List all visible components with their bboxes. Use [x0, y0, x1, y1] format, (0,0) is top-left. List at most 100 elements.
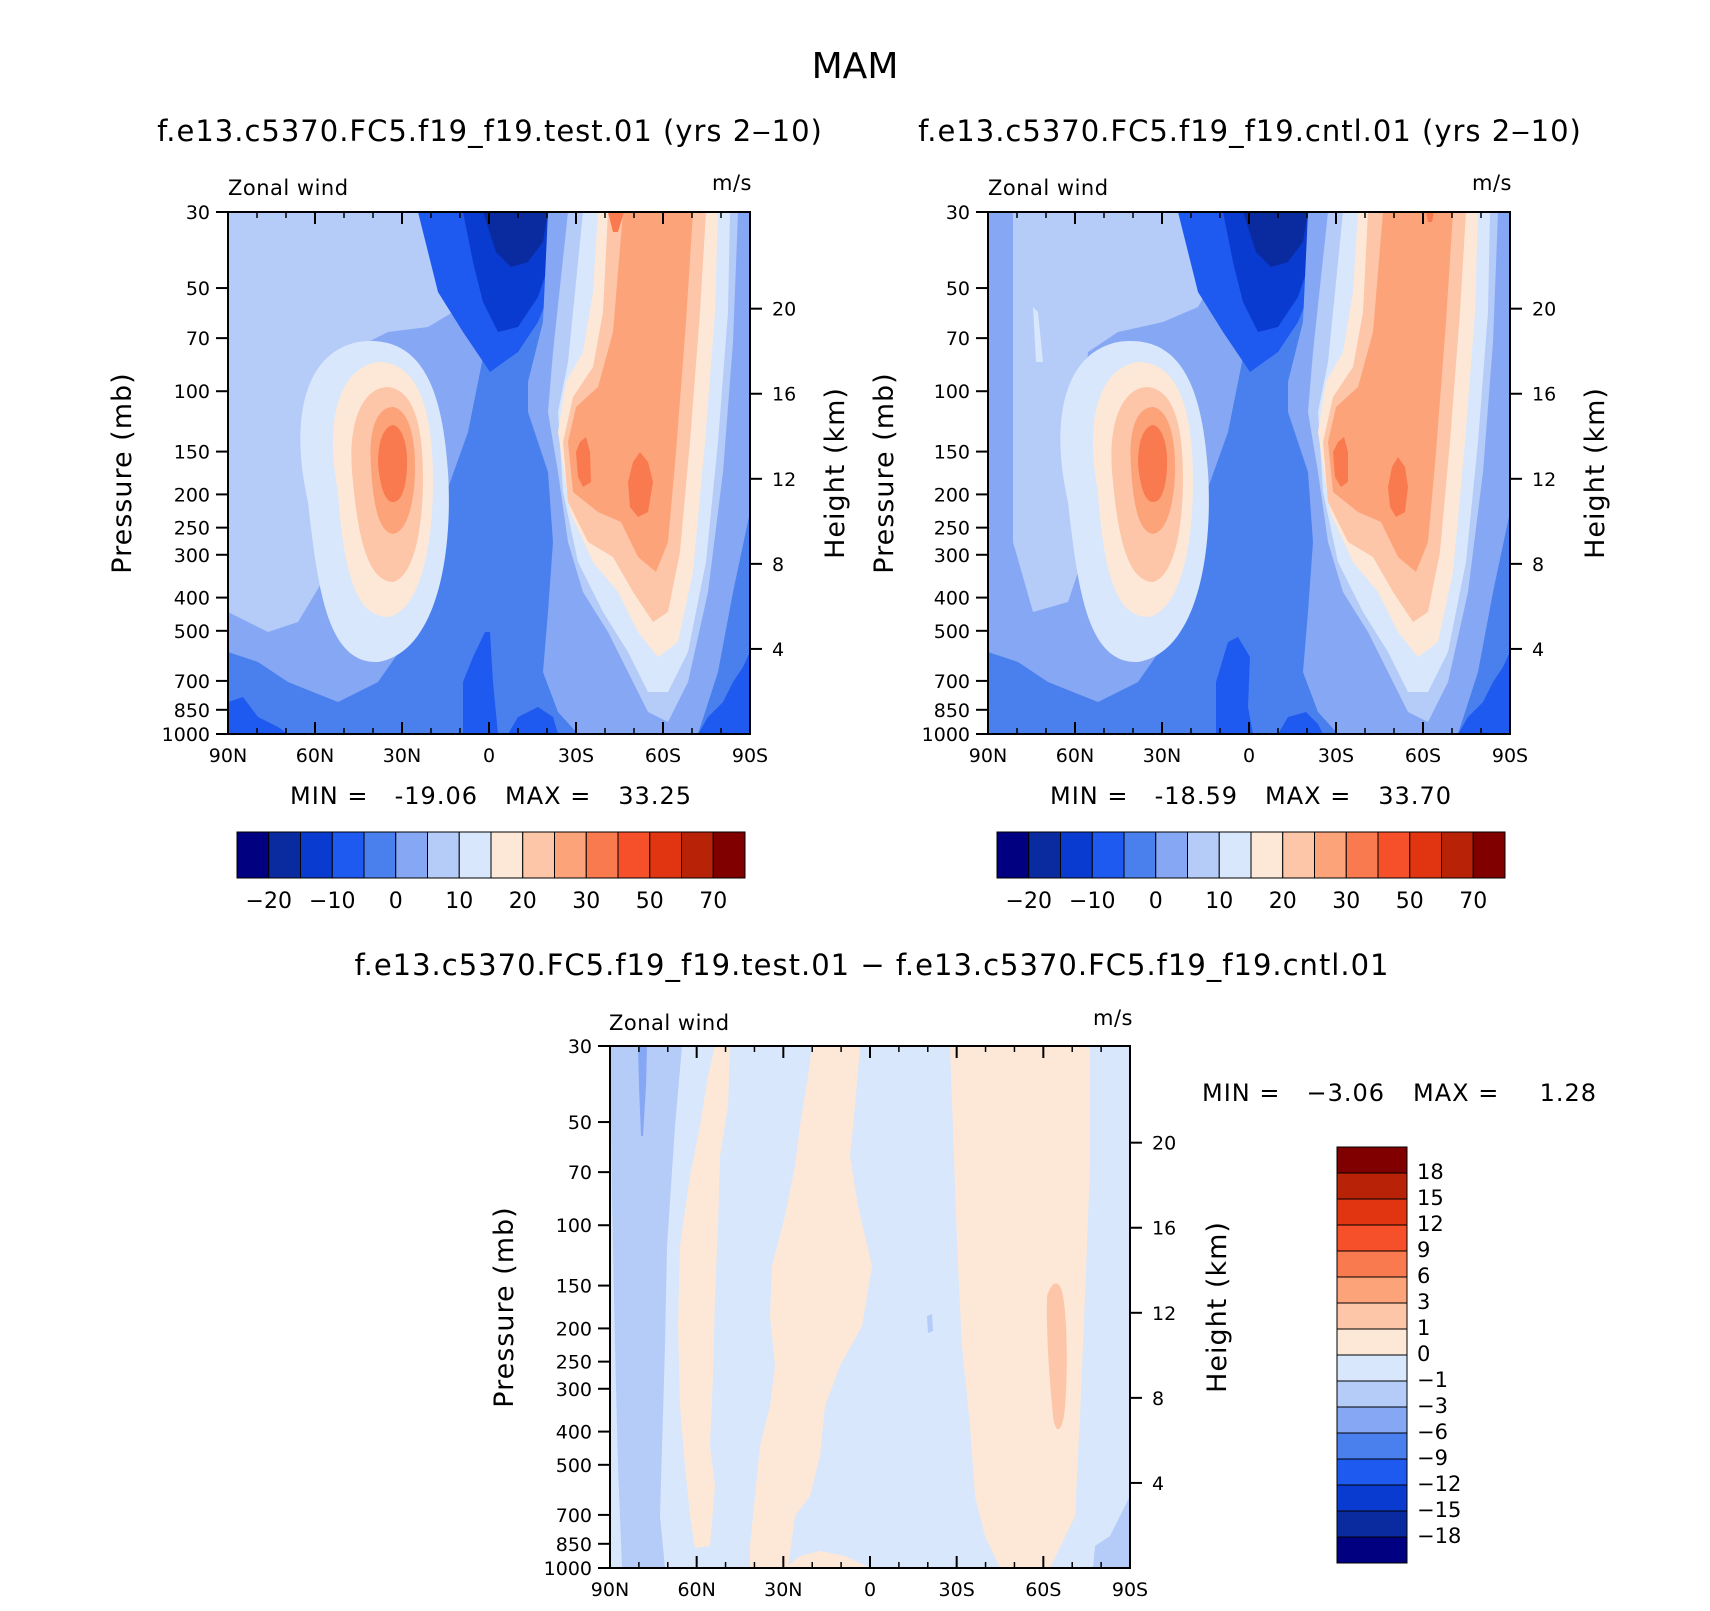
colorbar-label: −20 — [246, 889, 292, 914]
y-tick-label: 70 — [946, 328, 970, 350]
colorbar-box — [268, 831, 301, 879]
contour-region — [1388, 457, 1408, 517]
colorbar-box — [1155, 831, 1188, 879]
axes: 90N 60N 30N 0 30S 60S 90S 30 50 70 100 150 200 250 300… — [544, 1036, 1177, 1601]
contour-region — [1278, 712, 1323, 734]
y-tick-label: 400 — [556, 1422, 592, 1444]
y2-tick-label: 16 — [772, 384, 796, 406]
contour-field — [610, 1046, 1130, 1568]
y-tick-label: 250 — [934, 518, 970, 540]
colorbar-box — [1409, 831, 1442, 879]
panel-cntl: f.e13.c5370.FC5.f19_f19.cntl.01 (yrs 2‒1… — [869, 114, 1611, 914]
y-tick-label: 30 — [186, 202, 210, 224]
colorbar-box — [1345, 831, 1379, 879]
colorbar-box — [1187, 831, 1220, 879]
colorbar-label: 20 — [1269, 889, 1297, 914]
colorbar-box — [617, 831, 651, 879]
min-value: −3.06 — [1306, 1079, 1385, 1107]
colorbar-box — [1091, 831, 1125, 879]
y-tick-label: 500 — [934, 621, 970, 643]
contour-region — [1216, 637, 1253, 734]
y-tick-label: 50 — [186, 278, 210, 300]
colorbar-box — [1336, 1328, 1408, 1356]
colorbar-box — [1336, 1458, 1408, 1486]
min-label: MIN = — [1050, 782, 1128, 810]
contour-region — [678, 1046, 730, 1548]
colorbar-box — [1028, 831, 1061, 879]
x-tick-label: 60S — [1025, 1579, 1061, 1601]
colorbar-label: 30 — [572, 889, 600, 914]
contour-region — [483, 212, 548, 267]
axes: 90N 60N 30N 0 30S 60S 90S 30 50 70 100 150 200 250 300… — [922, 202, 1557, 767]
max-value: 1.28 — [1540, 1079, 1597, 1107]
colorbar-box — [681, 831, 714, 879]
x-tick-label: 60S — [645, 745, 681, 767]
contour-region — [568, 212, 693, 572]
contour-region — [1426, 212, 1434, 222]
colorbar-box — [1314, 831, 1347, 879]
colorbar-label: 50 — [1396, 889, 1424, 914]
colorbar-label: −10 — [1069, 889, 1115, 914]
y2-tick-label: 8 — [1152, 1388, 1164, 1410]
y-tick-label: 700 — [934, 671, 970, 693]
colorbar-box — [1336, 1302, 1408, 1330]
y-tick-label: 1000 — [544, 1558, 592, 1580]
colorbar-label: 0 — [1417, 1342, 1430, 1366]
y-tick-label: 850 — [934, 700, 970, 722]
x-tick-label: 90N — [209, 745, 247, 767]
colorbar-box — [1336, 1484, 1408, 1512]
main-title: MAM — [812, 46, 899, 87]
panel-title: f.e13.c5370.FC5.f19_f19.test.01 − f.e13.… — [355, 948, 1390, 982]
y2-tick-label: 4 — [1532, 639, 1544, 661]
min-label: MIN = — [290, 782, 368, 810]
x-tick-label: 90S — [732, 745, 768, 767]
y-tick-label: 150 — [934, 442, 970, 464]
colorbar-label: −9 — [1417, 1446, 1448, 1470]
panel-difference: f.e13.c5370.FC5.f19_f19.test.01 − f.e13.… — [355, 948, 1597, 1601]
variable-label: Zonal wind — [228, 176, 349, 200]
contour-region — [508, 707, 558, 734]
colorbar-label: 1 — [1417, 1316, 1430, 1340]
panel-title: f.e13.c5370.FC5.f19_f19.test.01 (yrs 2‒1… — [157, 114, 823, 148]
x-tick-label: 60N — [677, 1579, 715, 1601]
y-tick-label: 50 — [946, 278, 970, 300]
colorbar-box — [996, 831, 1030, 879]
contour-region — [1033, 307, 1043, 362]
y-tick-label: 850 — [174, 700, 210, 722]
y-tick-label: 30 — [568, 1036, 592, 1058]
contour-region — [765, 1546, 780, 1568]
y-tick-label: 70 — [186, 328, 210, 350]
y2-axis-label: Height (km) — [820, 387, 851, 559]
colorbar-label: −1 — [1417, 1368, 1448, 1392]
y-tick-label: 300 — [174, 545, 210, 567]
y2-tick-label: 4 — [1152, 1473, 1164, 1495]
y-tick-label: 150 — [556, 1276, 592, 1298]
colorbar-box — [490, 831, 524, 879]
variable-label: Zonal wind — [988, 176, 1109, 200]
y2-tick-label: 12 — [1152, 1303, 1176, 1325]
min-label: MIN = — [1202, 1079, 1280, 1107]
colorbar-label: −20 — [1006, 889, 1052, 914]
colorbar-box — [554, 831, 587, 879]
y-tick-label: 500 — [174, 621, 210, 643]
colorbar-label: 6 — [1417, 1264, 1430, 1288]
y-tick-label: 700 — [556, 1505, 592, 1527]
colorbar-label: 12 — [1417, 1212, 1444, 1236]
colorbar-label: 0 — [389, 889, 403, 914]
x-tick-label: 30N — [1143, 745, 1181, 767]
colorbar-label: 18 — [1417, 1160, 1444, 1184]
y2-tick-label: 20 — [1532, 299, 1556, 321]
colorbar-box — [458, 831, 492, 879]
colorbar-box — [427, 831, 460, 879]
max-label: MAX = — [505, 782, 591, 810]
colorbar-box — [1336, 1250, 1408, 1278]
contour-field — [988, 212, 1510, 734]
colorbar-box — [300, 831, 333, 879]
contour-field — [228, 212, 750, 734]
y2-tick-label: 8 — [772, 554, 784, 576]
colorbar-box — [1472, 831, 1506, 879]
y-tick-label: 250 — [174, 518, 210, 540]
colorbar-box — [522, 831, 555, 879]
colorbar-box — [395, 831, 428, 879]
